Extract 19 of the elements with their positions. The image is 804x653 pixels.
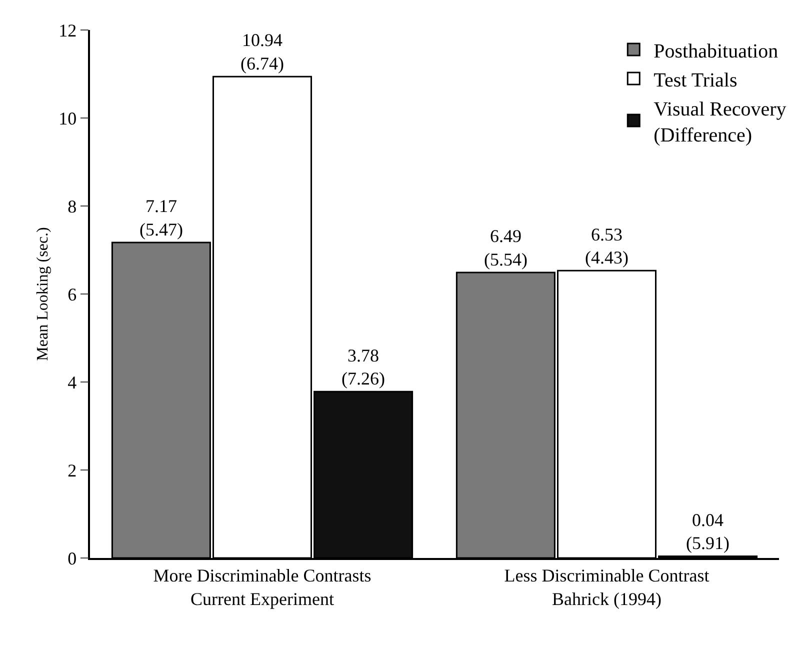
y-tick-label: 12 — [58, 20, 77, 40]
y-tick-label: 8 — [68, 196, 77, 216]
data-label: 7.17 (5.47) — [139, 196, 183, 240]
y-tick-label: 0 — [68, 548, 77, 568]
data-label: 3.78 (7.26) — [342, 345, 386, 389]
y-tick-label: 10 — [58, 108, 77, 128]
y-tick-label: 6 — [68, 284, 77, 304]
y-tick-label: 2 — [68, 460, 77, 480]
data-label: 6.49 (5.54) — [484, 226, 528, 270]
legend-label: Visual Recovery (Difference) — [654, 98, 786, 146]
x-tick-label: Less Discriminable Contrast Bahrick (1994) — [504, 565, 710, 609]
y-tick-label: 4 — [68, 372, 77, 392]
data-label: 10.94 (6.74) — [240, 30, 284, 74]
legend-label: Posthabituation — [654, 40, 778, 62]
y-axis-title: Mean Looking (sec.) — [34, 227, 52, 361]
x-tick-label: More Discriminable Contrasts Current Experiment — [153, 565, 372, 609]
legend-label: Test Trials — [654, 69, 738, 92]
data-label: 0.04 (5.91) — [686, 510, 730, 554]
data-label: 6.53 (4.43) — [585, 224, 628, 268]
